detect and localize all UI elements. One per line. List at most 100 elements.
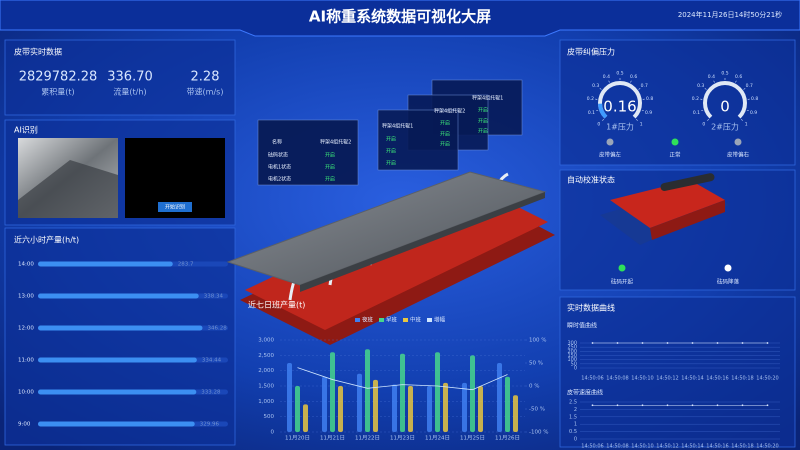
y2-tick-label: 50 % — [529, 361, 543, 367]
y-tick-label: 2,500 — [258, 353, 274, 359]
gauge-tick — [641, 109, 644, 112]
y-tick-label: 1,500 — [258, 384, 274, 390]
panel-hourly: 近六小时产量(h/t) — [4, 227, 236, 446]
y-tick-label: 2 — [574, 407, 577, 413]
status-dot — [606, 138, 614, 146]
equip-value: 开启 — [440, 141, 450, 148]
bar — [295, 386, 300, 432]
x-tick-label: 11月21日 — [320, 435, 345, 442]
equip-value: 开启 — [478, 128, 488, 135]
bar — [427, 386, 432, 432]
bar — [287, 363, 292, 432]
category-label: 10:00 — [18, 390, 34, 396]
x-tick-label: 11月24日 — [425, 435, 450, 442]
equip-value: 开启 — [478, 118, 488, 125]
bar — [38, 389, 197, 395]
x-tick-label: 14:50:10 — [631, 444, 653, 450]
bar — [357, 373, 362, 432]
legend-swatch — [379, 318, 384, 322]
panel-calibration: 自动校准状态 — [559, 169, 796, 291]
legend-label: 早班 — [386, 316, 398, 324]
value-label: 346.28 — [207, 326, 227, 332]
x-tick-label: 14:50:08 — [606, 376, 628, 382]
line-point — [691, 404, 694, 407]
metric-label: 带速(m/s) — [187, 88, 224, 97]
gauge-tick — [608, 80, 610, 83]
bar — [408, 386, 413, 432]
header-bar — [0, 0, 800, 37]
line-point — [691, 342, 694, 344]
chart-title: 近七日班产量(t) — [248, 300, 305, 310]
metric-label: 流量(t/h) — [113, 87, 146, 97]
equip-value: 开启 — [386, 136, 396, 143]
line-point — [666, 342, 669, 344]
gauge-tick — [630, 80, 632, 83]
legend-label: 夜班 — [362, 316, 374, 324]
value-label: 283.7 — [178, 262, 194, 268]
gauge-tick-label: 0.3 — [592, 83, 599, 89]
metric-value: 2.28 — [191, 70, 220, 85]
gauge-tick — [707, 119, 709, 121]
status-dot — [618, 264, 626, 272]
datetime: 2024年11月26日14时50分21秒 — [678, 10, 782, 19]
y-tick-label: 1.5 — [569, 414, 577, 420]
x-tick-label: 14:50:16 — [706, 444, 728, 450]
bar — [303, 404, 308, 432]
panel-title: 皮带实时数据 — [14, 47, 62, 57]
bar — [38, 293, 199, 299]
bar — [497, 363, 502, 432]
panel-title: AI识别 — [14, 126, 38, 135]
equip-header: 秤架4组托辊1 — [382, 123, 413, 130]
line-point — [591, 404, 594, 407]
gauge-tick — [735, 80, 737, 83]
gauge-label: 2#压力 — [711, 122, 739, 132]
y-tick-label: 2,000 — [258, 368, 274, 374]
chart-title: 瞬时值曲线 — [567, 322, 597, 330]
bar — [470, 355, 475, 432]
y-tick-label: 3,000 — [258, 338, 274, 344]
bar — [38, 357, 197, 363]
gauge-tick-label: 1 — [745, 122, 748, 128]
gauge-tick-label: 0 — [702, 122, 705, 128]
bar — [338, 386, 343, 432]
equip-value: 开启 — [386, 148, 396, 155]
gauge-tick — [713, 80, 715, 83]
recognize-button[interactable] — [158, 202, 192, 212]
gauge-tick — [743, 88, 746, 90]
gauge-tick-label: 0.2 — [692, 96, 699, 102]
panel-title: 近六小时产量(h/t) — [14, 235, 79, 245]
x-tick-label: 14:50:20 — [756, 376, 778, 382]
metric-value: 336.70 — [107, 70, 153, 85]
panel-realtime: 实时数据曲线 瞬时值曲线 皮带速度曲线 — [559, 296, 796, 448]
y2-tick-label: 0 % — [529, 384, 539, 390]
line-point — [716, 404, 719, 407]
y2-tick-label: 100 % — [529, 338, 546, 344]
equip-name: 电机1状态 — [268, 164, 291, 171]
gauge-tick — [701, 109, 704, 112]
equip-header: 秤架4组托辊2 — [434, 108, 465, 115]
x-tick-label: 14:50:20 — [756, 444, 778, 450]
metric-value: 2829782.28 — [19, 70, 98, 85]
button-label[interactable]: 开始识别 — [165, 204, 185, 211]
conveyor-model — [226, 171, 555, 345]
camera-scene — [18, 160, 118, 218]
y-tick-label: 50 — [571, 361, 577, 367]
bar — [435, 352, 440, 432]
gauge-tick — [602, 119, 604, 121]
legend-label: 增幅 — [434, 316, 446, 324]
value-label: 329.96 — [200, 422, 220, 428]
x-tick-label: 14:50:18 — [731, 376, 753, 382]
y-tick-label: 0.5 — [569, 429, 577, 435]
gauge-tick-label: 0.7 — [641, 83, 648, 89]
bar — [443, 382, 448, 432]
y-tick-label: 1 — [574, 422, 577, 428]
y2-tick-label: -50 % — [529, 407, 545, 413]
y-tick-label: 200 — [567, 349, 577, 355]
bar — [505, 376, 510, 432]
line-point — [616, 404, 619, 407]
gauge-value-label: 0 — [720, 98, 730, 116]
gauge-tick — [599, 88, 602, 90]
status-label: 皮带偏左 — [599, 151, 622, 159]
line-point — [766, 404, 769, 407]
gauge-tick-label: 0.1 — [588, 110, 595, 116]
